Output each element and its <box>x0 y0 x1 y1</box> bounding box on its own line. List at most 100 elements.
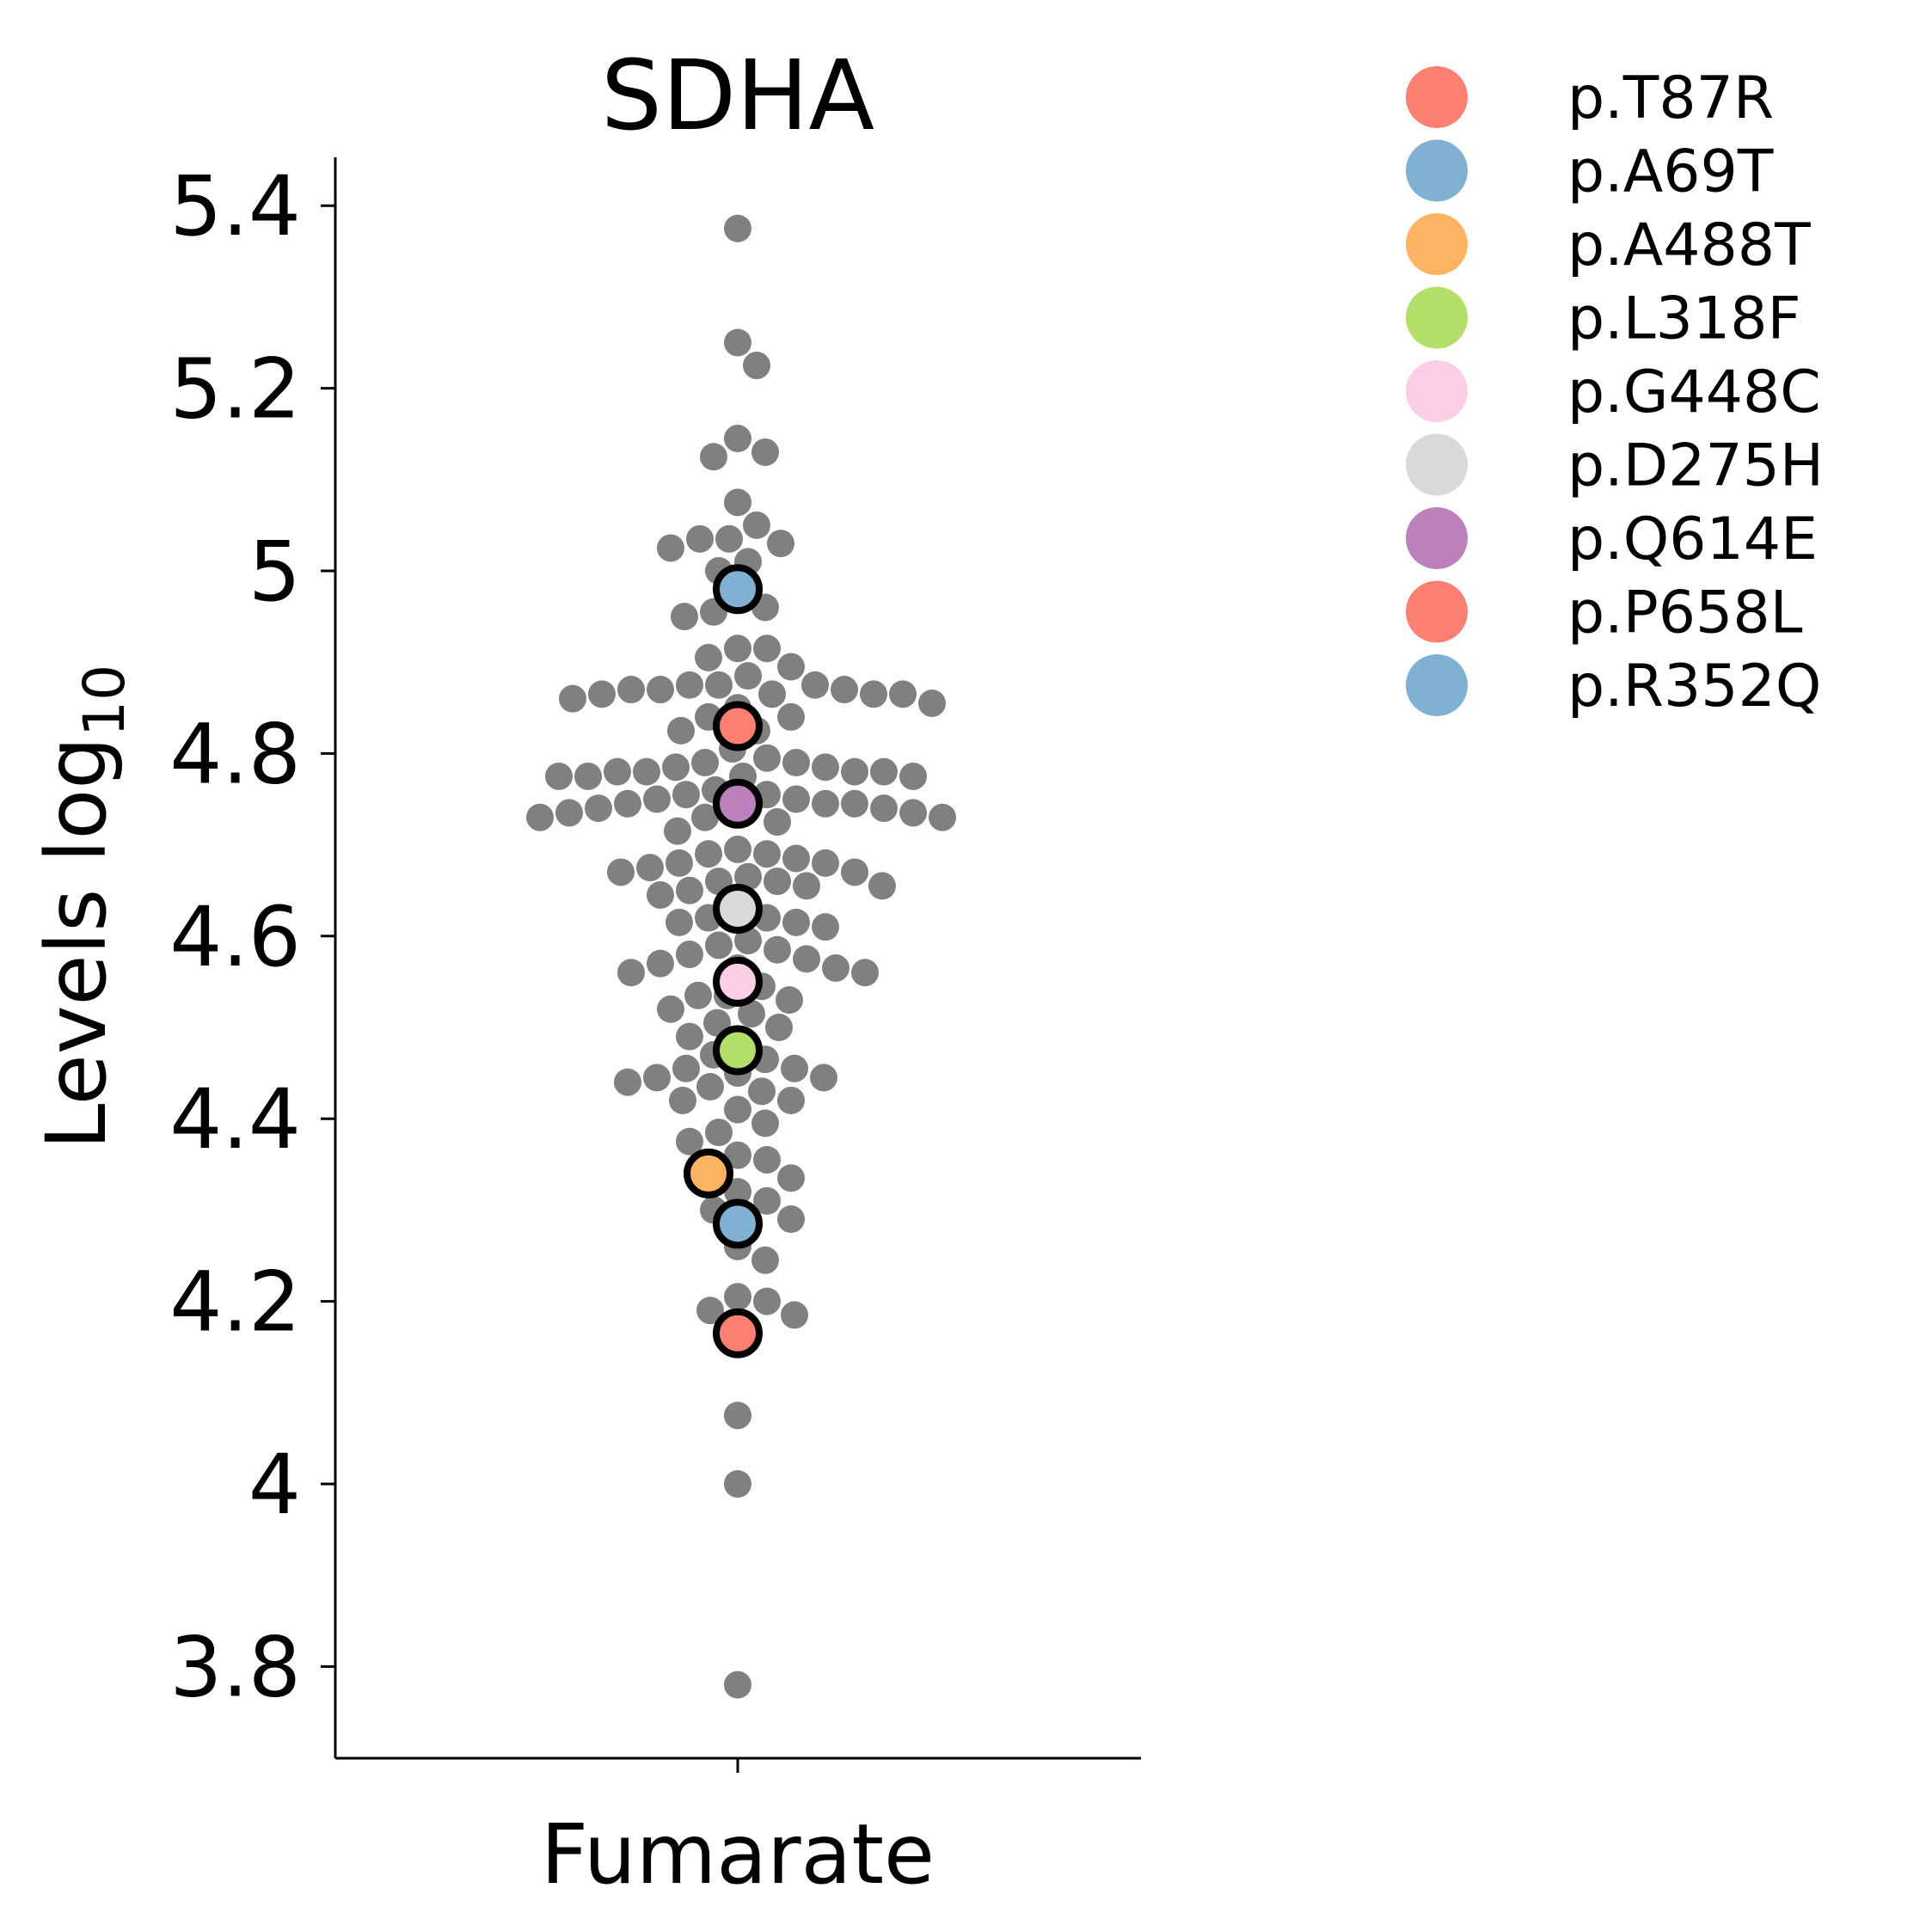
y-ticks: 3.8 4 4.2 4.4 4.6 4.8 5 5.2 5.4 <box>169 158 335 1715</box>
data-point <box>695 643 722 671</box>
legend-marker <box>1406 139 1468 202</box>
data-point <box>841 757 868 786</box>
data-point <box>743 352 770 380</box>
legend-label: p.T87R <box>1567 64 1774 132</box>
data-point <box>724 1141 751 1169</box>
data-point <box>781 1054 808 1082</box>
data-point <box>777 702 805 731</box>
data-point <box>724 214 751 242</box>
highlighted-point <box>713 883 763 934</box>
highlighted-point <box>713 956 763 1007</box>
legend-marker <box>1406 654 1468 716</box>
data-point <box>686 524 714 553</box>
data-point <box>841 789 868 818</box>
data-point <box>753 1287 781 1315</box>
data-point <box>801 671 829 699</box>
y-tick-label: 4.6 <box>169 889 301 985</box>
data-point <box>526 803 554 831</box>
data-point <box>671 603 698 631</box>
data-point <box>676 1022 703 1051</box>
data-point <box>782 844 810 873</box>
data-point <box>753 744 781 772</box>
data-point <box>657 995 684 1023</box>
data-point <box>691 803 719 831</box>
data-point <box>868 872 896 900</box>
legend-marker <box>1406 433 1468 496</box>
data-point <box>777 1086 805 1114</box>
data-point <box>764 808 791 837</box>
data-point <box>812 789 839 818</box>
legend-marker <box>1406 580 1468 643</box>
data-point <box>734 662 762 690</box>
data-point <box>724 1178 751 1206</box>
data-point <box>636 854 664 882</box>
data-point <box>715 524 743 553</box>
data-point <box>545 762 573 790</box>
y-axis-label-subscript: 10 <box>71 665 138 737</box>
legend-label: p.R352Q <box>1567 653 1821 720</box>
legend-marker <box>1406 507 1468 569</box>
data-point <box>665 849 693 877</box>
data-point <box>724 328 751 357</box>
data-point <box>662 753 690 782</box>
highlighted-point <box>713 778 763 829</box>
data-point <box>614 789 641 818</box>
data-point <box>676 1127 703 1156</box>
data-point <box>617 959 645 987</box>
chart-title: SDHA <box>601 40 874 152</box>
data-point <box>676 671 703 699</box>
data-point <box>672 781 700 809</box>
data-point <box>743 511 770 539</box>
legend-marker <box>1406 360 1468 422</box>
y-tick-label: 4 <box>248 1437 301 1533</box>
legend-label: p.L318F <box>1567 285 1801 353</box>
data-point <box>782 749 810 777</box>
highlighted-point <box>713 1025 763 1076</box>
data-point <box>669 1086 696 1114</box>
data-point <box>753 840 781 868</box>
data-point <box>870 757 898 786</box>
data-point <box>793 945 820 973</box>
data-point <box>700 443 727 471</box>
data-point <box>860 680 887 708</box>
data-point <box>643 785 671 813</box>
data-point <box>705 1119 733 1147</box>
data-point <box>607 858 635 886</box>
data-point <box>724 1470 751 1498</box>
data-point <box>812 913 839 941</box>
data-point <box>585 794 612 823</box>
data-point <box>777 653 805 681</box>
data-point <box>667 716 695 745</box>
y-tick-label: 5.2 <box>169 341 301 438</box>
data-point <box>751 1246 779 1274</box>
highlighted-point <box>684 1148 733 1199</box>
legend-marker <box>1406 286 1468 349</box>
highlighted-point <box>713 701 763 751</box>
data-point <box>841 858 868 886</box>
data-point <box>822 953 849 982</box>
y-tick-label: 4.2 <box>169 1254 301 1351</box>
data-point <box>574 762 602 790</box>
highlighted-point <box>713 1199 763 1249</box>
data-point <box>753 1186 781 1215</box>
data-point <box>664 817 691 845</box>
data-point <box>705 931 733 959</box>
data-point <box>604 757 631 786</box>
data-point <box>776 986 803 1015</box>
data-point <box>831 676 858 704</box>
data-point <box>695 840 722 868</box>
svg-text:Levels log10: Levels log10 <box>28 665 138 1149</box>
data-point <box>676 941 703 969</box>
legend-label: p.D275H <box>1567 432 1824 500</box>
data-point <box>851 959 879 987</box>
data-point <box>647 676 674 704</box>
data-point <box>724 835 751 863</box>
legend-label: p.G448C <box>1567 359 1821 426</box>
data-point <box>777 1164 805 1192</box>
data-point <box>647 881 674 910</box>
data-point <box>758 680 786 708</box>
data-point <box>643 1064 671 1092</box>
data-point <box>748 1077 776 1106</box>
legend: p.T87Rp.A69Tp.A488Tp.L318Fp.G448Cp.D275H… <box>1406 64 1824 720</box>
